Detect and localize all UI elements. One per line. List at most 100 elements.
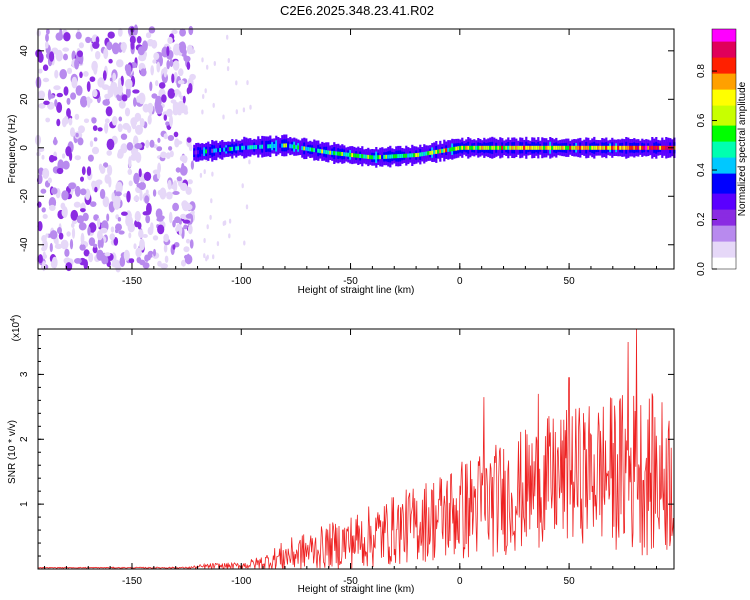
spectrogram-ridge-cell — [341, 152, 344, 156]
spectrogram-ridge-cell — [541, 145, 544, 150]
spectrogram-noise-blob — [63, 86, 69, 96]
spectrogram-ridge-cell — [329, 150, 332, 155]
spectrogram-noise-blob — [156, 61, 161, 73]
spectrogram-ridge-cell — [291, 144, 294, 149]
spectrogram-noise-blob — [190, 160, 194, 170]
spectrogram-noise-blob — [138, 229, 144, 238]
spectrogram-noise-blob — [57, 227, 62, 234]
spectrogram-ridge-cell — [275, 143, 278, 148]
spectrogram-noise-blob — [148, 26, 156, 34]
snr-multiplier-exp: 4 — [10, 318, 17, 322]
colorbar-segment — [712, 129, 736, 134]
spectrogram-noise-blob — [145, 32, 152, 39]
spectrogram-noise-blob — [56, 102, 63, 113]
spectrogram-noise-blob — [222, 221, 225, 226]
spectrogram-noise-blob — [77, 50, 83, 58]
spectrogram-ridge-cell — [615, 145, 618, 150]
snr-multiplier: (x104) — [10, 315, 22, 342]
colorbar-segment — [712, 53, 736, 58]
spectrogram-noise-blob — [120, 75, 124, 87]
spectrogram-noise-blob — [45, 33, 49, 42]
spectrogram-ridge-cell — [657, 145, 660, 150]
spectrogram-noise-blob — [80, 188, 87, 196]
spectrogram-ridge-cell — [299, 145, 302, 150]
spectrogram-noise-blob — [75, 31, 82, 40]
spectrogram-noise-blob — [54, 243, 63, 250]
spectrogram-noise-blob — [201, 109, 204, 115]
colorbar-segment — [712, 61, 736, 66]
spectrogram-noise-blob — [71, 222, 75, 228]
spectrogram-ridge-cell — [553, 145, 556, 150]
spectrogram-noise-blob — [181, 162, 185, 173]
spectrogram-noise-blob — [43, 100, 50, 106]
spectrogram-noise-blob — [136, 183, 143, 188]
spectrogram-ridge-cell — [643, 145, 646, 150]
spectrogram-noise-blob — [170, 99, 177, 104]
spectrogram-ridge-cell — [651, 145, 654, 150]
spectrogram-marks — [34, 24, 676, 273]
spectrogram-ridge-cell — [333, 151, 336, 156]
spectrogram-noise-blob — [61, 208, 67, 217]
spectrogram-noise-blob — [181, 259, 186, 267]
spectrogram-ridge-cell — [321, 149, 324, 154]
snr-ytick-label: 2 — [19, 436, 30, 442]
spectrogram-ridge-cell — [443, 148, 446, 153]
spectrogram-xtick-label: -50 — [343, 276, 358, 287]
spectrogram-ridge-cell — [323, 149, 326, 154]
spectrogram-ridge-cell — [531, 145, 534, 150]
colorbar-segment — [712, 265, 736, 270]
spectrogram-noise-blob — [115, 191, 122, 197]
spectrogram-ridge-cell — [391, 154, 394, 159]
spectrogram-noise-blob — [104, 252, 111, 257]
spectrogram-noise-blob — [160, 151, 167, 159]
spectrogram-noise-blob — [47, 177, 53, 184]
spectrogram-ridge-cell — [413, 153, 416, 158]
spectrogram-noise-blob — [172, 60, 180, 71]
colorbar-segment — [712, 33, 736, 38]
spectrogram-ridge-cell — [545, 145, 548, 150]
spectrogram-ridge-cell — [345, 152, 348, 157]
spectrogram-noise-blob — [129, 35, 136, 45]
spectrogram-noise-blob — [135, 124, 143, 135]
spectrogram-ridge-cell — [563, 145, 566, 150]
spectrogram-ridge-cell — [285, 143, 288, 148]
spectrogram-noise-blob — [187, 224, 193, 235]
spectrogram-noise-blob — [68, 182, 77, 190]
spectrogram-ridge-cell — [247, 145, 250, 150]
snr-multiplier-base: (x10 — [11, 321, 22, 341]
spectrogram-noise-blob — [204, 88, 207, 94]
spectrogram-noise-blob — [80, 208, 86, 213]
spectrogram-ridge-cell — [213, 148, 216, 153]
spectrogram-noise-blob — [183, 246, 190, 253]
spectrogram-noise-blob — [45, 233, 49, 238]
spectrogram-noise-blob — [110, 226, 115, 233]
spectrogram-ridge-cell — [441, 148, 444, 153]
spectrogram-noise-blob — [95, 179, 103, 185]
colorbar-segment — [712, 157, 736, 162]
spectrogram-noise-blob — [172, 202, 180, 212]
spectrogram-noise-blob — [128, 156, 132, 168]
spectrogram-ridge-cell — [241, 145, 244, 150]
spectrogram-ridge-cell — [491, 145, 494, 150]
spectrogram-ridge-cell — [507, 145, 510, 150]
spectrogram-noise-blob — [166, 108, 173, 117]
spectrogram-noise-blob — [139, 189, 143, 201]
colorbar-segment — [712, 217, 736, 222]
spectrogram-noise-blob — [180, 182, 188, 191]
colorbar-label: Normalized spectral amplitude — [737, 81, 748, 216]
spectrogram-ridge-cell — [193, 150, 196, 155]
spectrogram-ridge-cell — [379, 155, 382, 160]
spectrogram-ridge-cell — [415, 153, 418, 158]
spectrogram-noise-blob — [118, 100, 126, 109]
spectrogram-noise-blob — [37, 221, 43, 232]
spectrogram-noise-blob — [153, 52, 160, 60]
spectrogram-noise-blob — [189, 239, 194, 249]
spectrogram-noise-blob — [187, 179, 193, 185]
spectrogram-ridge-cell — [621, 145, 624, 150]
colorbar-segment — [712, 257, 736, 262]
spectrogram-noise-blob — [117, 151, 122, 159]
spectrogram-noise-blob — [228, 218, 232, 224]
spectrogram-noise-blob — [66, 67, 73, 75]
spectrogram-noise-blob — [93, 137, 98, 142]
spectrogram-noise-blob — [45, 117, 51, 123]
